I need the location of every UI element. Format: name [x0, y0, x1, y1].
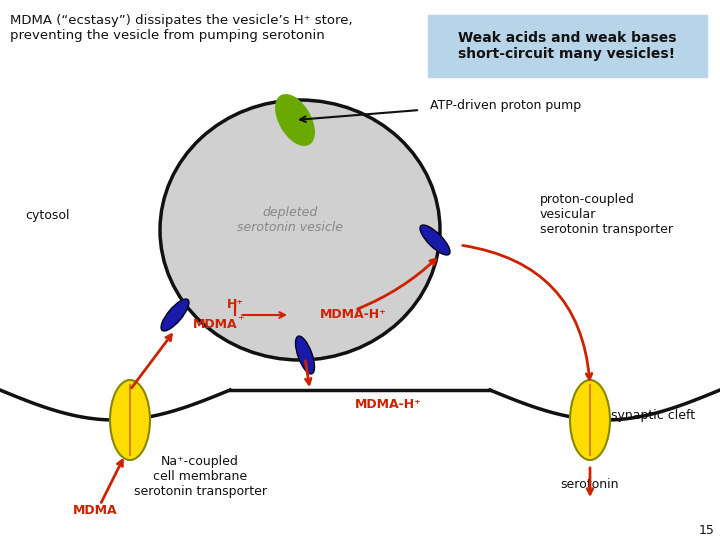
Ellipse shape — [276, 95, 314, 145]
Ellipse shape — [161, 299, 189, 331]
Text: serotonin: serotonin — [561, 478, 619, 491]
Text: Weak acids and weak bases
short-circuit many vesicles!: Weak acids and weak bases short-circuit … — [458, 31, 676, 61]
Text: +: + — [237, 313, 244, 322]
FancyBboxPatch shape — [428, 15, 707, 77]
Text: Na⁺-coupled
cell membrane
serotonin transporter: Na⁺-coupled cell membrane serotonin tran… — [133, 455, 266, 498]
Text: 15: 15 — [699, 523, 715, 537]
Ellipse shape — [160, 100, 440, 360]
Ellipse shape — [110, 380, 150, 460]
Text: depleted
serotonin vesicle: depleted serotonin vesicle — [237, 206, 343, 234]
Text: synaptic cleft: synaptic cleft — [611, 408, 695, 422]
Text: MDMA: MDMA — [73, 503, 117, 516]
Ellipse shape — [570, 380, 610, 460]
Text: MDMA-H⁺: MDMA-H⁺ — [320, 308, 387, 321]
Ellipse shape — [295, 336, 315, 374]
Ellipse shape — [420, 225, 450, 255]
Text: ATP-driven proton pump: ATP-driven proton pump — [430, 98, 581, 111]
Text: proton-coupled
vesicular
serotonin transporter: proton-coupled vesicular serotonin trans… — [540, 193, 673, 237]
Text: H⁺: H⁺ — [227, 299, 243, 312]
Text: MDMA (“ecstasy”) dissipates the vesicle’s H⁺ store,
preventing the vesicle from : MDMA (“ecstasy”) dissipates the vesicle’… — [10, 14, 353, 42]
Text: cytosol: cytosol — [25, 208, 70, 221]
Text: MDMA-H⁺: MDMA-H⁺ — [355, 399, 422, 411]
Text: MDMA: MDMA — [193, 319, 238, 332]
